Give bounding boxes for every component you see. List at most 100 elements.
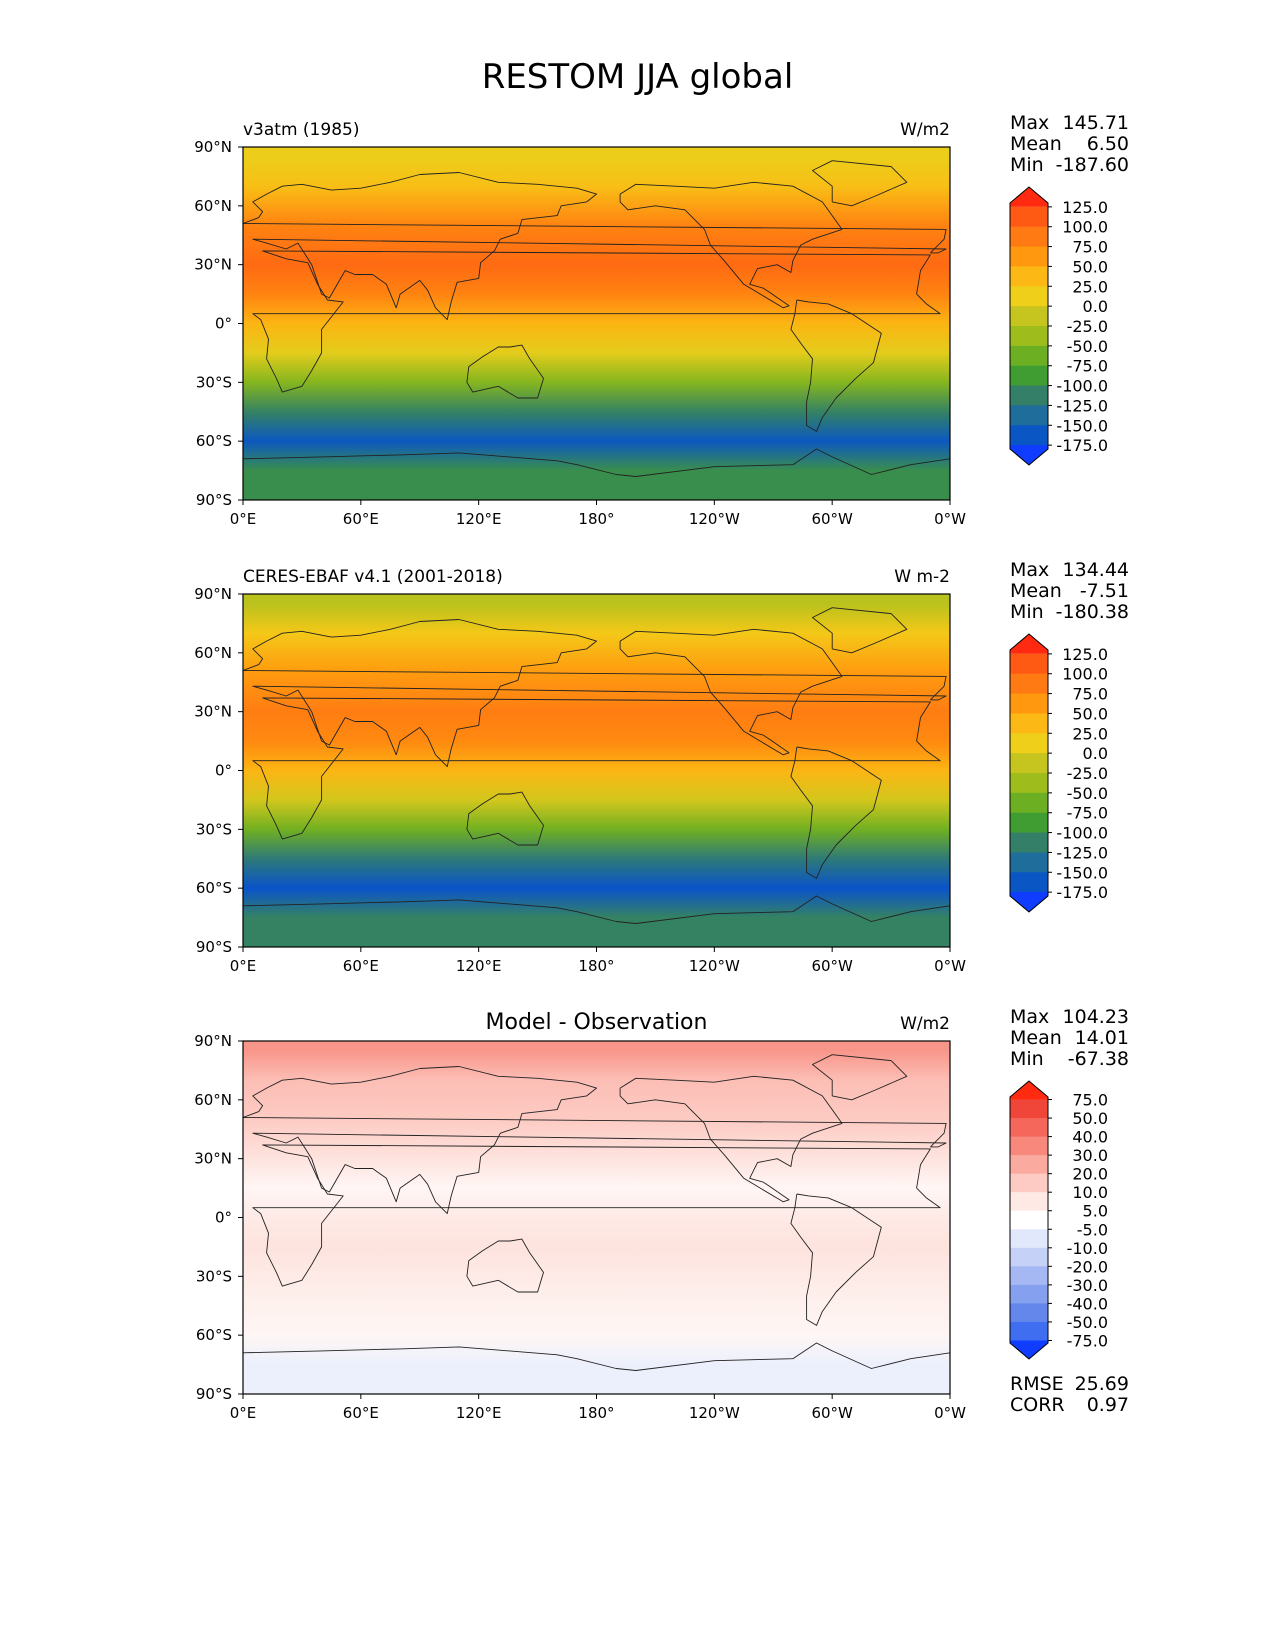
stat-max-label-1: Max: [1010, 112, 1050, 134]
colorbar-tick-label: 75.0: [1072, 1091, 1108, 1110]
colorbar-tick-label: 0.0: [1083, 744, 1108, 763]
colorbar-segment: [1010, 1303, 1048, 1323]
x-tick-label: 180°: [578, 957, 614, 975]
coastline-3: [619, 1075, 843, 1203]
colorbar-segment: [1010, 1136, 1048, 1156]
coastline-3: [619, 181, 843, 309]
colorbar-tick-label: 75.0: [1072, 685, 1108, 704]
colorbar-segment: [1010, 673, 1048, 695]
stat-corr-value: 0.97: [1086, 1394, 1129, 1416]
colorbar-tick-label: 100.0: [1062, 665, 1108, 684]
y-tick-label: 60°N: [194, 1091, 232, 1109]
coastline-2: [466, 791, 544, 846]
colorbar-tick-label: -175.0: [1056, 436, 1108, 455]
colorbar-tick-label: -125.0: [1056, 396, 1108, 415]
panel-center-title: Model - Observation: [486, 1010, 708, 1035]
field-background: [243, 147, 950, 500]
colorbar-tick-label: -175.0: [1056, 883, 1108, 902]
colorbar-segment: [1010, 1266, 1048, 1286]
colorbar-extend-bottom: [1010, 892, 1048, 912]
y-tick-label: 60°N: [194, 197, 232, 215]
y-tick-label: 90°S: [196, 938, 232, 956]
colorbar-tick-label: -150.0: [1056, 863, 1108, 882]
colorbar-outline: [1009, 633, 1049, 913]
y-tick-label: 90°S: [196, 1385, 232, 1403]
figure-title: RESTOM JJA global: [481, 57, 794, 97]
y-tick-label: 60°S: [196, 879, 232, 897]
colorbar-segment: [1010, 345, 1048, 367]
x-tick-label: 60°W: [811, 510, 853, 528]
stat-min-value-1: -187.60: [1055, 154, 1129, 176]
coastline-1: [252, 697, 941, 840]
y-tick-label: 90°N: [194, 1032, 232, 1050]
colorbar-segment: [1010, 226, 1048, 248]
coastline-0: [243, 172, 947, 321]
colorbar-extend-top: [1010, 187, 1048, 207]
coastline-1: [252, 1144, 941, 1287]
colorbar-tick-label: -10.0: [1067, 1239, 1108, 1258]
colorbar-tick-label: -150.0: [1056, 416, 1108, 435]
x-tick-label: 60°E: [343, 957, 379, 975]
y-tick-label: 0°: [215, 315, 232, 333]
colorbar-segment: [1010, 326, 1048, 347]
panel-units: W/m2: [900, 120, 950, 140]
panel-units: W/m2: [900, 1014, 950, 1034]
x-tick-label: 0°E: [230, 957, 257, 975]
y-tick-label: 0°: [215, 762, 232, 780]
colorbar-segment: [1010, 1247, 1048, 1267]
colorbar-tick-label: -100.0: [1056, 824, 1108, 843]
stat-min-label-1: Min: [1010, 154, 1044, 176]
coastline-4: [790, 746, 882, 879]
colorbar-tick-label: 125.0: [1062, 645, 1108, 664]
colorbar-tick-label: 75.0: [1072, 238, 1108, 257]
y-tick-label: 30°N: [194, 1150, 232, 1168]
colorbar-tick-label: -50.0: [1067, 337, 1108, 356]
stat-max-value-1: 145.71: [1062, 112, 1129, 134]
coastline-2: [466, 344, 544, 399]
colorbar-tick-label: 0.0: [1083, 297, 1108, 316]
panel-model: 0°E 60°E 120°E 180° 120°W 60°W 0°W 90°N 60°N 30°N…: [194, 120, 1108, 528]
y-tick-label: 30°S: [196, 1267, 232, 1285]
field-background: [243, 1041, 950, 1394]
colorbar-segment: [1010, 266, 1048, 287]
y-tick-label: 60°S: [196, 1326, 232, 1344]
y-tick-label: 30°N: [194, 703, 232, 721]
panel-units: W m-2: [894, 567, 950, 587]
x-tick-label: 60°E: [343, 510, 379, 528]
coastline-0: [243, 1066, 947, 1215]
x-tick-label: 0°W: [934, 510, 966, 528]
y-tick-label: 30°N: [194, 256, 232, 274]
x-tick-label: 120°E: [456, 957, 502, 975]
colorbar-outline: [1009, 1080, 1049, 1360]
colorbar-segment: [1010, 1284, 1048, 1304]
x-tick-label: 0°E: [230, 1404, 257, 1422]
x-tick-label: 120°W: [689, 510, 740, 528]
colorbar-segment: [1010, 713, 1048, 734]
colorbar-tick-label: -75.0: [1067, 357, 1108, 376]
y-tick-label: 90°N: [194, 585, 232, 603]
stat-min-label-3: Min: [1010, 1048, 1044, 1070]
panel-left-title: CERES-EBAF v4.1 (2001-2018): [243, 567, 503, 587]
y-tick-label: 30°S: [196, 820, 232, 838]
colorbar-tick-label: -25.0: [1067, 317, 1108, 336]
coastline-3: [619, 628, 843, 756]
colorbar-segment: [1010, 1229, 1048, 1249]
panel-difference: 0°E 60°E 120°E 180° 120°W 60°W 0°W 90°N 60°N 30°N…: [194, 1010, 1108, 1422]
coastline-2: [466, 1238, 544, 1293]
colorbar-segment: [1010, 852, 1048, 873]
colorbar-segment: [1010, 653, 1048, 675]
coastline-5: [812, 1054, 908, 1101]
colorbar-tick-label: 50.0: [1072, 704, 1108, 723]
coastline-5: [812, 160, 908, 207]
colorbar-tick-label: -25.0: [1067, 764, 1108, 783]
coastline-6: [243, 895, 950, 924]
colorbar-segment: [1010, 306, 1048, 327]
x-tick-label: 0°W: [934, 1404, 966, 1422]
colorbar-tick-label: 100.0: [1062, 218, 1108, 237]
x-tick-label: 120°E: [456, 510, 502, 528]
stat-rmse-value: 25.69: [1074, 1373, 1129, 1395]
colorbar-outline: [1009, 186, 1049, 466]
colorbar-tick-label: -75.0: [1067, 1331, 1108, 1350]
coastline-5: [812, 607, 908, 654]
panel-observation: 0°E 60°E 120°E 180° 120°W 60°W 0°W 90°N 60°N 30°N…: [194, 567, 1108, 975]
